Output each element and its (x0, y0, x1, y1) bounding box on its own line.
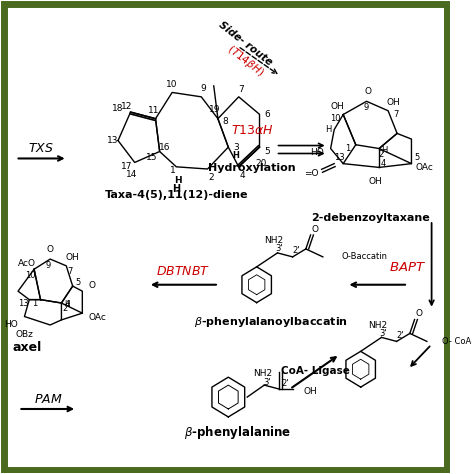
Text: O: O (365, 87, 372, 96)
Text: OBz: OBz (16, 330, 33, 339)
Text: HO: HO (310, 148, 324, 157)
Text: 11: 11 (148, 106, 159, 115)
Text: OAc: OAc (89, 313, 106, 322)
Text: 14: 14 (126, 170, 137, 179)
Text: H: H (232, 151, 239, 160)
Text: 2: 2 (63, 304, 68, 313)
Text: $\mathit{BAPT}$: $\mathit{BAPT}$ (390, 261, 427, 274)
Text: 15: 15 (146, 153, 158, 162)
Text: O: O (312, 225, 319, 234)
Text: 8: 8 (223, 117, 228, 126)
Text: OH: OH (65, 254, 79, 263)
Text: 16: 16 (159, 143, 170, 152)
Text: O: O (416, 309, 423, 318)
Text: Hydroxylation: Hydroxylation (208, 164, 296, 173)
Text: OH: OH (304, 387, 318, 396)
Text: $\mathit{TXS}$: $\mathit{TXS}$ (28, 142, 54, 155)
Text: Taxa-4(5),11(12)-diene: Taxa-4(5),11(12)-diene (105, 190, 248, 200)
Text: O: O (46, 245, 54, 254)
Text: 5: 5 (414, 153, 420, 162)
Text: AcO: AcO (18, 259, 36, 268)
Text: 2: 2 (209, 173, 214, 182)
Text: NH2: NH2 (264, 237, 283, 246)
Text: NH2: NH2 (368, 321, 387, 330)
Text: 5: 5 (264, 146, 270, 155)
Text: 12: 12 (121, 101, 132, 110)
Text: H: H (172, 184, 181, 194)
Text: 10: 10 (25, 271, 36, 280)
Text: 2': 2' (281, 379, 289, 388)
Text: 13: 13 (334, 153, 345, 162)
Text: $\mathit{T13\alpha H}$: $\mathit{T13\alpha H}$ (230, 124, 273, 137)
Text: axel: axel (13, 341, 42, 354)
Text: NH2: NH2 (253, 369, 272, 378)
Text: 10: 10 (330, 114, 341, 123)
Text: 3: 3 (233, 143, 239, 152)
Text: 18: 18 (111, 104, 123, 113)
Text: O: O (88, 281, 95, 290)
Text: 6: 6 (264, 110, 270, 119)
Text: 1: 1 (170, 166, 175, 175)
Text: $\mathit{DBTNBT}$: $\mathit{DBTNBT}$ (156, 265, 210, 278)
Text: H: H (174, 176, 182, 185)
Text: 7: 7 (238, 85, 244, 94)
Text: 9: 9 (46, 261, 51, 270)
Text: OH: OH (387, 98, 401, 107)
Text: 3': 3' (263, 378, 271, 387)
Text: 3': 3' (380, 329, 387, 338)
Text: OAc: OAc (416, 163, 434, 172)
Text: $\beta$-phenylalanoylbaccatin: $\beta$-phenylalanoylbaccatin (194, 316, 348, 329)
Text: $\beta$-phenylalanine: $\beta$-phenylalanine (184, 424, 292, 441)
Text: $\mathit{PAM}$: $\mathit{PAM}$ (35, 392, 63, 406)
Text: Side- route: Side- route (217, 19, 274, 67)
Text: O-Baccatin: O-Baccatin (342, 252, 388, 261)
Text: O- CoA: O- CoA (442, 337, 471, 346)
Text: $(T14\beta H)$: $(T14\beta H)$ (224, 42, 267, 80)
Text: 7: 7 (67, 267, 73, 276)
Text: 20: 20 (255, 158, 267, 167)
Text: OH: OH (368, 177, 382, 186)
Text: 4: 4 (240, 171, 246, 180)
Text: 13: 13 (18, 299, 29, 308)
Text: CoA- Ligase: CoA- Ligase (281, 366, 350, 376)
Text: 1: 1 (346, 144, 351, 153)
Text: 4: 4 (64, 301, 70, 310)
Text: 19: 19 (210, 105, 221, 114)
Text: 5: 5 (76, 278, 81, 287)
Text: 7: 7 (393, 110, 398, 119)
Text: 17: 17 (121, 162, 133, 171)
Text: 1: 1 (32, 299, 37, 308)
Text: 2': 2' (397, 331, 404, 340)
Text: H: H (382, 146, 388, 155)
Text: 2: 2 (378, 150, 383, 159)
Text: OH: OH (331, 102, 345, 111)
Text: 9: 9 (364, 103, 369, 112)
Text: 4: 4 (380, 159, 385, 168)
Text: 9: 9 (201, 84, 206, 93)
Text: HO: HO (4, 320, 18, 329)
Text: H: H (64, 301, 70, 310)
Text: 2': 2' (292, 246, 300, 255)
Text: 2-debenzoyltaxane: 2-debenzoyltaxane (311, 213, 429, 223)
Text: 10: 10 (166, 80, 178, 89)
Text: 13: 13 (107, 136, 118, 145)
Text: =O: =O (304, 169, 318, 178)
Text: 3': 3' (275, 245, 283, 254)
Text: H: H (325, 125, 332, 134)
